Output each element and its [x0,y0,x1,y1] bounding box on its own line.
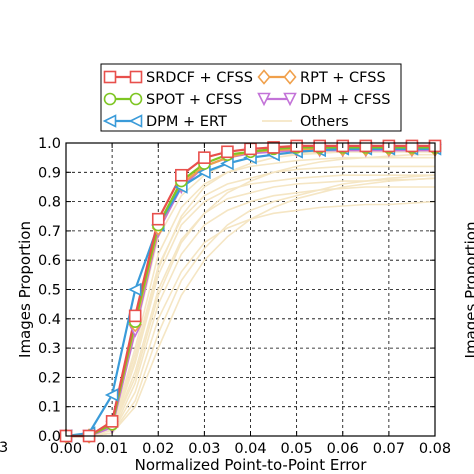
square-marker [103,70,117,84]
triangle-left-marker [104,388,119,402]
y-tick-label: 0.7 [38,224,61,240]
legend-item-spot-cfss: SPOT + CFSS [103,92,242,108]
legend-item-srdcf-cfss: SRDCF + CFSS [103,70,253,86]
x-tick-label: 0.07 [373,441,405,457]
x-tick-label: 0.00 [50,441,82,457]
legend-label: SPOT + CFSS [146,92,242,108]
x-tick-label: 0.05 [280,441,312,457]
others-line [66,174,436,437]
x-axis-ticks: 0.00 0.01 0.02 0.03 0.04 0.05 0.06 0.07 0.08 [50,143,451,457]
x-tick-label: 0.03 [188,441,220,457]
others-line [66,153,435,437]
circle-marker [129,92,143,106]
legend-item-dpm-cfss: DPM + CFSS [257,92,390,108]
y-tick-label: 0.2 [38,370,61,386]
x-axis-label: Normalized Point-to-Point Error [135,456,368,474]
y-tick-label: 0.9 [38,165,61,181]
others-line [66,186,435,437]
y-tick-label: 0.4 [38,312,61,328]
circle-marker [103,92,117,106]
legend-box [100,63,402,132]
legend-label: Others [300,114,349,130]
triangle-left-marker [128,114,143,128]
legend-item-rpt-cfss: RPT + CFSS [257,69,386,86]
y-axis-ticks: 0.0 0.1 0.2 0.3 0.4 0.5 0.6 0.7 0.8 0.9 1.0 [38,136,435,445]
y-tick-label: 0.3 [38,341,61,357]
y-axis-label: Images Proportion [16,221,34,358]
x-tick-label: 0.01 [96,441,128,457]
main-series [65,144,435,438]
x-tick-label: 0.08 [419,441,451,457]
legend-label: SRDCF + CFSS [146,70,253,86]
square-marker [175,168,188,182]
square-marker [221,145,234,159]
y-tick-label: 0.1 [38,400,61,416]
x-tick-label: 0.02 [142,441,174,457]
y-tick-label: 1.0 [38,136,61,152]
triangle-down-marker [283,92,297,107]
y-tick-label: 0.5 [38,283,61,299]
others-line [66,177,436,437]
diamond-marker [257,69,271,85]
y-tick-label: 0.6 [38,253,61,269]
triangle-down-marker [257,92,271,107]
others-line [66,165,435,437]
square-marker [405,139,419,153]
legend-item-others: Others [262,114,349,130]
left-edge-fragment: 3 [0,440,8,456]
legend-item-dpm-ert: DPM + ERT [102,114,227,130]
legend-label: RPT + CFSS [300,70,386,86]
triangle-left-marker [127,282,142,297]
square-marker [313,139,326,153]
others-line [66,151,435,437]
square-marker [267,141,280,154]
square-marker [198,151,211,164]
neighbor-chart-y-label-fragment: Images Proportion [462,222,474,359]
square-marker [129,70,143,84]
y-tick-label: 0.0 [38,429,61,445]
y-tick-label: 0.8 [38,195,61,211]
x-tick-label: 0.04 [234,441,266,457]
legend-label: DPM + ERT [146,114,227,130]
x-tick-label: 0.06 [327,441,359,457]
square-marker [105,415,119,428]
square-marker [151,212,165,226]
triangle-left-marker [102,114,117,128]
square-marker [359,139,373,153]
square-marker [128,309,142,323]
diamond-marker [283,69,297,85]
legend-label: DPM + CFSS [300,92,390,108]
series-markers [58,139,442,444]
legend: SRDCF + CFSS RPT + CFSS SPOT + CFSS DPM + C… [100,63,402,132]
